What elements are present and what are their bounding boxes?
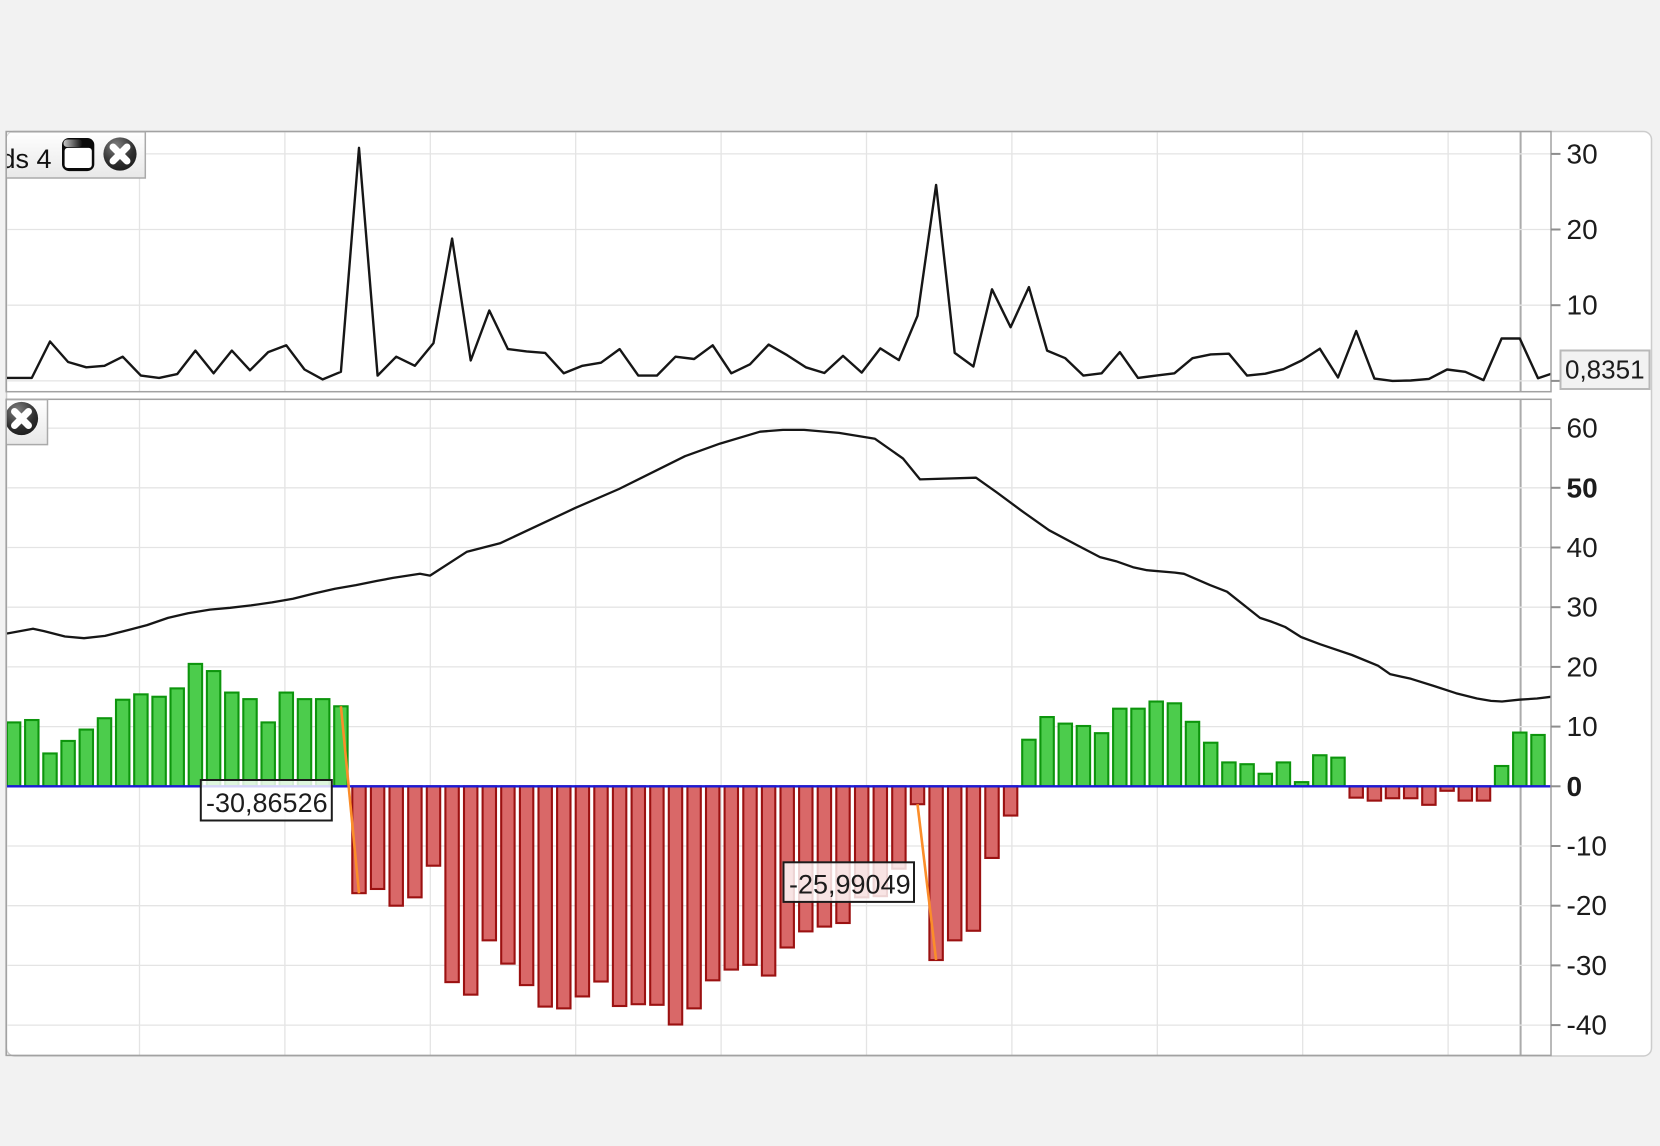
svg-text:-30: -30 [1567,950,1607,981]
svg-text:60: 60 [1567,413,1598,444]
svg-text:50: 50 [1567,472,1598,503]
svg-text:10: 10 [1567,711,1598,742]
svg-text:0,8351: 0,8351 [1565,355,1645,385]
svg-text:30: 30 [1567,138,1598,169]
svg-text:30: 30 [1567,592,1598,623]
svg-text:20: 20 [1567,214,1598,245]
svg-text:-25,99049: -25,99049 [789,869,911,899]
svg-text:-30,86526: -30,86526 [206,788,328,818]
svg-text:-40: -40 [1567,1010,1607,1041]
svg-text:-20: -20 [1567,890,1607,921]
svg-text:ds 4: ds 4 [1,144,52,174]
svg-text:40: 40 [1567,532,1598,563]
svg-text:10: 10 [1567,290,1598,321]
svg-text:0: 0 [1567,771,1583,802]
svg-text:-10: -10 [1567,831,1607,862]
svg-text:20: 20 [1567,651,1598,682]
